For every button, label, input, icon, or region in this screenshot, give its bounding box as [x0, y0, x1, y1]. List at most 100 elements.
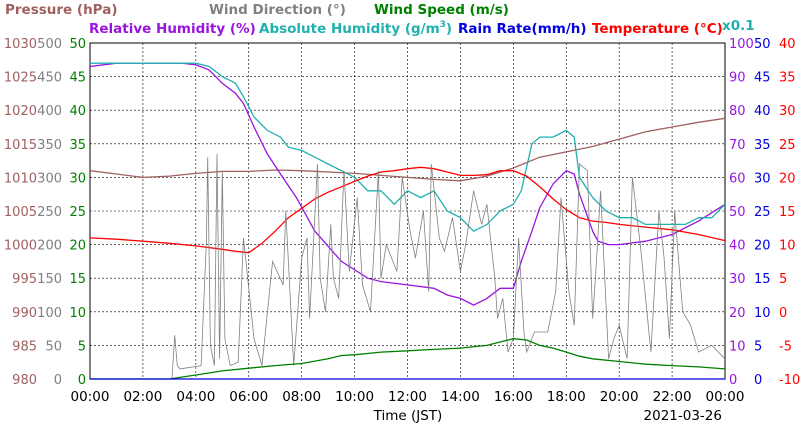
wind-speed-tick-label: 15 [69, 272, 86, 287]
humidity-axis-title: Relative Humidity (%) [89, 21, 256, 37]
pressure-tick-label: 990 [12, 306, 37, 321]
humidity-tick-label: 30 [729, 272, 746, 287]
time-tick-label: 06:00 [229, 389, 268, 405]
temperature-axis-title: Temperature (°C) [592, 21, 723, 37]
pressure-tick-label: 1015 [4, 138, 37, 153]
rain-tick-label: 10 [754, 306, 771, 321]
temperature-ticks: 40 35 30 25 20 15 10 5 0 -5 -10 [779, 37, 800, 388]
wind-speed-tick-label: 0 [78, 373, 86, 388]
humidity-tick-label: 70 [729, 138, 746, 153]
time-tick-label: 00:00 [71, 389, 110, 405]
series-wind-speed [90, 338, 726, 380]
abs-humidity-multiplier: x0.1 [722, 18, 755, 34]
wind-dir-tick-label: 300 [37, 171, 62, 186]
wind-speed-tick-label: 40 [69, 104, 86, 119]
wind-dir-tick-label: 50 [45, 339, 62, 354]
wind-dir-tick-label: 250 [37, 205, 62, 220]
wind-dir-tick-label: 150 [37, 272, 62, 287]
temp-tick-label: -10 [779, 373, 800, 388]
series-group [89, 62, 726, 380]
pressure-tick-label: 1030 [4, 37, 37, 52]
rain-tick-label: 40 [754, 104, 771, 119]
wind-speed-tick-label: 45 [69, 71, 86, 86]
temp-tick-label: 20 [779, 171, 796, 186]
wind-speed-axis-title: Wind Speed (m/s) [374, 2, 509, 18]
temp-tick-label: 30 [779, 104, 796, 119]
humidity-tick-label: 50 [729, 205, 746, 220]
pressure-tick-label: 995 [12, 272, 37, 287]
humidity-tick-label: 20 [729, 306, 746, 321]
time-tick-label: 14:00 [441, 389, 480, 405]
series-temp [89, 166, 726, 254]
humidity-tick-label: 90 [729, 71, 746, 86]
pressure-axis-title: Pressure (hPa) [5, 2, 118, 18]
wind-direction-axis-title: Wind Direction (°) [209, 2, 346, 18]
series-pressure [89, 117, 726, 182]
time-ticks: 00:00 02:00 04:00 06:00 08:00 10:00 12:00 14:00… [71, 389, 745, 405]
wind-speed-tick-label: 50 [69, 37, 86, 52]
rain-tick-label: 25 [754, 205, 771, 220]
rain-tick-label: 20 [754, 239, 771, 254]
rain-tick-label: 5 [754, 339, 762, 354]
wind-speed-tick-label: 20 [69, 239, 86, 254]
pressure-ticks: 1030 1025 1020 1015 1010 1005 1000 995 990 985 980 [4, 37, 37, 388]
wind-speed-tick-label: 30 [69, 171, 86, 186]
time-tick-label: 10:00 [335, 389, 374, 405]
time-tick-label: 00:00 [706, 389, 745, 405]
series-wind-dir [90, 153, 726, 380]
date-label: 2021-03-26 [644, 408, 722, 424]
time-tick-label: 22:00 [653, 389, 692, 405]
temp-tick-label: -5 [779, 339, 792, 354]
wind-dir-tick-label: 0 [54, 373, 62, 388]
time-tick-label: 02:00 [123, 389, 162, 405]
rain-tick-label: 30 [754, 171, 771, 186]
wind-speed-tick-label: 5 [78, 339, 86, 354]
rain-tick-label: 45 [754, 71, 771, 86]
humidity-tick-label: 0 [729, 373, 737, 388]
rain-tick-label: 35 [754, 138, 771, 153]
time-tick-label: 18:00 [547, 389, 586, 405]
pressure-tick-label: 1020 [4, 104, 37, 119]
pressure-tick-label: 1005 [4, 205, 37, 220]
pressure-tick-label: 1010 [4, 171, 37, 186]
abs-humidity-axis-title: Absolute Humidity (g/m3) [259, 20, 452, 37]
temp-tick-label: 15 [779, 205, 796, 220]
grid [90, 43, 725, 379]
wind-dir-tick-label: 400 [37, 104, 62, 119]
humidity-tick-label: 80 [729, 104, 746, 119]
time-tick-label: 08:00 [282, 389, 321, 405]
wind-dir-tick-label: 100 [37, 306, 62, 321]
temp-tick-label: 35 [779, 71, 796, 86]
wind-dir-tick-label: 450 [37, 71, 62, 86]
rain-tick-label: 15 [754, 272, 771, 287]
rain-tick-label: 0 [754, 373, 762, 388]
wind-dir-tick-label: 350 [37, 138, 62, 153]
pressure-tick-label: 1025 [4, 71, 37, 86]
time-tick-label: 04:00 [176, 389, 215, 405]
temp-tick-label: 40 [779, 37, 796, 52]
time-tick-label: 16:00 [494, 389, 533, 405]
humidity-tick-label: 40 [729, 239, 746, 254]
time-tick-label: 20:00 [600, 389, 639, 405]
time-tick-label: 12:00 [388, 389, 427, 405]
temp-tick-label: 5 [779, 272, 787, 287]
pressure-tick-label: 985 [12, 339, 37, 354]
humidity-tick-label: 100 [729, 37, 754, 52]
humidity-tick-label: 60 [729, 171, 746, 186]
pressure-tick-label: 980 [12, 373, 37, 388]
temp-tick-label: 10 [779, 239, 796, 254]
x-axis-label: Time (JST) [373, 408, 443, 424]
rain-rate-axis-title: Rain Rate(mm/h) [458, 21, 587, 37]
series-humidity [89, 62, 726, 306]
wind-speed-tick-label: 25 [69, 205, 86, 220]
temp-tick-label: 25 [779, 138, 796, 153]
pressure-tick-label: 1000 [4, 239, 37, 254]
wind-speed-tick-label: 35 [69, 138, 86, 153]
temp-tick-label: 0 [779, 306, 787, 321]
humidity-tick-label: 10 [729, 339, 746, 354]
